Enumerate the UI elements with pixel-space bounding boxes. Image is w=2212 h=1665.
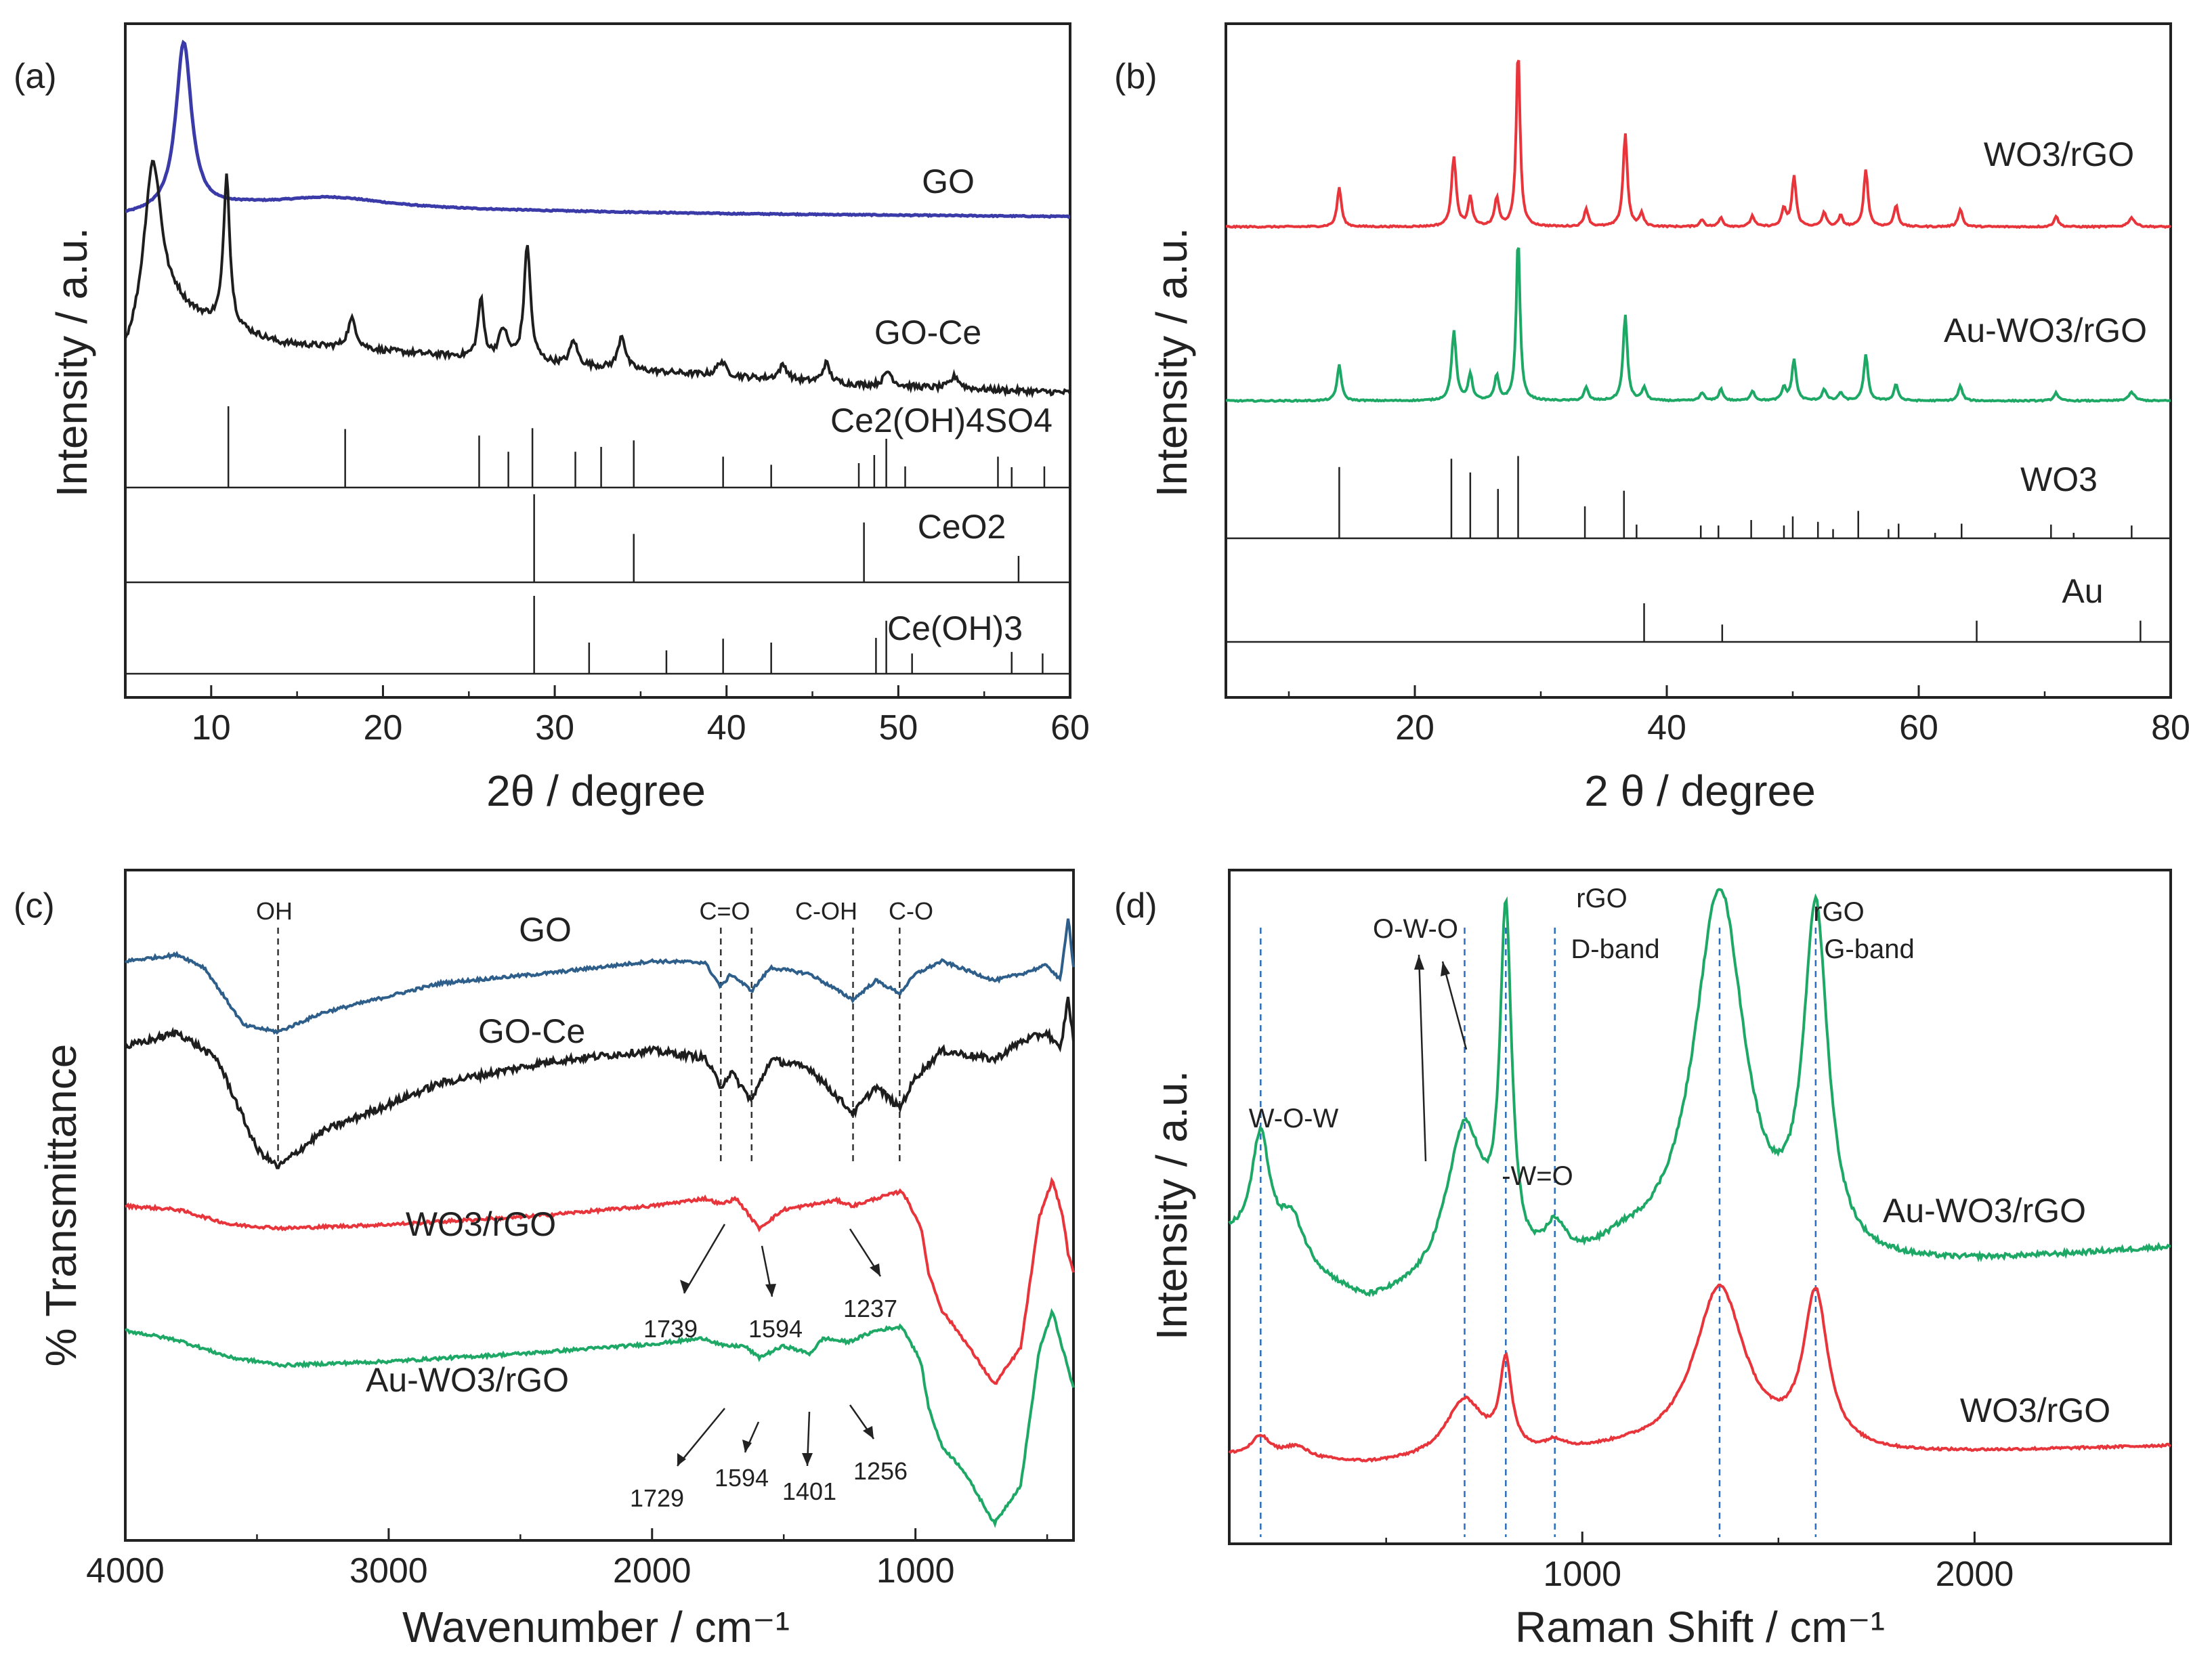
d-ann-weo: -W=O [1502,1161,1573,1191]
panel-b-frame [1225,22,2172,699]
c-tick-label: 2000 [613,1551,692,1591]
d-label-auwo3rgo: Au-WO3/rGO [1883,1192,2086,1230]
c-arrowhead-1594 [765,1284,776,1297]
c-arrowhead-1739 [680,1280,689,1293]
b-series-auwo3rgo [1225,247,2171,404]
b-ylabel: Intensity / a.u. [1147,228,1196,497]
c-arrowhead-1237 [870,1263,880,1276]
panel-b-letter: (b) [1114,57,1157,96]
c-arrow-1739 [683,1224,726,1294]
a-label-ref1: Ce2(OH)4SO4 [830,402,1052,439]
a-series-go [125,39,1070,219]
c-ann-co: C=O [699,897,750,925]
c-series-goce [124,996,1075,1169]
a-tick-label: 30 [535,708,574,748]
d-ann-rgo-g1: rGO [1813,897,1865,927]
a-ylabel: Intensity / a.u. [47,228,96,497]
b-tick-label: 40 [1647,708,1686,748]
a-label-ref2: CeO2 [918,508,1006,546]
c-arrowhead-1594b [742,1440,752,1452]
d-arrow-owo-1 [1418,954,1427,1162]
c-arrowhead-1256 [863,1426,874,1439]
c-ann-1594: 1594 [748,1315,803,1343]
c-ylabel: % Transmittance [37,1044,85,1367]
c-tick-label: 1000 [876,1551,955,1591]
c-ann-1256: 1256 [853,1457,908,1485]
c-arrowhead-1729 [677,1453,686,1466]
c-label-wo3rgo: WO3/rGO [406,1205,556,1243]
panel-d-frame [1228,869,2172,1545]
a-label-go: GO [922,163,975,200]
b-xlabel: 2 θ / degree [1584,766,1816,815]
c-ann-1739: 1739 [643,1315,698,1343]
panel-d-letter: (d) [1114,886,1157,926]
d-xlabel: Raman Shift / cm⁻¹ [1515,1603,1885,1651]
c-ann-oh: OH [256,897,293,925]
d-ann-rgo-d1: rGO [1576,884,1628,913]
panel-c-letter: (c) [14,886,55,926]
c-arrow-1729 [677,1408,725,1467]
c-xlabel: Wavenumber / cm⁻¹ [402,1603,790,1651]
d-series-auwo3rgo [1228,888,2171,1297]
d-arrowhead-owo-2 [1441,961,1450,976]
a-xlabel: 2θ / degree [486,766,706,815]
c-tick-label: 4000 [86,1551,165,1591]
a-tick-label: 20 [364,708,403,748]
a-tick-label: 10 [192,708,231,748]
b-series-wo3rgo [1225,60,2172,230]
c-label-auwo3rgo: Au-WO3/rGO [366,1361,569,1399]
d-ann-rgo-d2: D-band [1571,934,1659,964]
a-tick-label: 50 [878,708,918,748]
d-ann-wow: W-O-W [1249,1104,1339,1133]
c-series-auwo3rgo [125,1307,1075,1528]
d-arrow-owo-2 [1441,961,1468,1050]
b-tick-label: 20 [1395,708,1434,748]
a-label-goce: GO-Ce [874,313,981,351]
b-label-ref1: WO3 [2020,460,2098,498]
d-label-wo3rgo: WO3/rGO [1960,1391,2110,1429]
c-ann-coh: C-OH [795,897,857,925]
a-series-goce [124,159,1071,399]
a-label-ref3: Ce(OH)3 [887,609,1023,647]
c-ann-1237: 1237 [843,1295,897,1322]
panel-c: (c) 4000 3000 2000 1000 GO GO-Ce WO3/rGO Au… [14,869,1075,1651]
c-label-go: GO [519,911,572,949]
panel-c-frame [124,869,1075,1542]
c-series-wo3rgo [125,1176,1075,1385]
b-label-auwo3rgo: Au-WO3/rGO [1944,311,2147,349]
c-tick-label: 3000 [349,1551,428,1591]
panel-a-letter: (a) [14,57,57,96]
c-label-goce: GO-Ce [478,1012,585,1050]
d-tick-label: 1000 [1543,1555,1621,1594]
c-ann-1729: 1729 [630,1484,684,1512]
b-label-ref2: Au [2062,572,2103,610]
a-tick-label: 40 [707,708,746,748]
a-tick-label: 60 [1050,708,1090,748]
panel-a-frame [124,22,1071,699]
panel-b: (b) 20 40 60 80 WO3/rGO Au-WO3/rGO WO3 Au 2… [1114,22,2190,815]
b-tick-label: 60 [1899,708,1938,748]
c-arrowhead-1401 [802,1453,813,1466]
d-tick-label: 2000 [1936,1555,2014,1594]
c-series-go [124,918,1075,1035]
d-ann-owo: O-W-O [1373,914,1458,944]
d-ann-rgo-g2: G-band [1824,934,1914,964]
c-ann-1594b: 1594 [715,1464,769,1492]
b-label-wo3rgo: WO3/rGO [1984,135,2134,173]
b-tick-label: 80 [2151,708,2190,748]
c-ann-c-o: C-O [889,897,933,925]
panel-a: (a) 10 20 30 40 50 60 GO GO-Ce Ce2(OH)4SO4 Ce… [14,22,1090,815]
c-ann-1401: 1401 [782,1477,836,1505]
panel-d: (d) 1000 2000 Au-WO3/rGO WO3/rGO W-O-W O-… [1114,869,2172,1651]
d-series-wo3rgo [1228,1283,2171,1463]
d-arrowhead-owo-1 [1414,955,1424,970]
d-ylabel: Intensity / a.u. [1147,1071,1196,1340]
